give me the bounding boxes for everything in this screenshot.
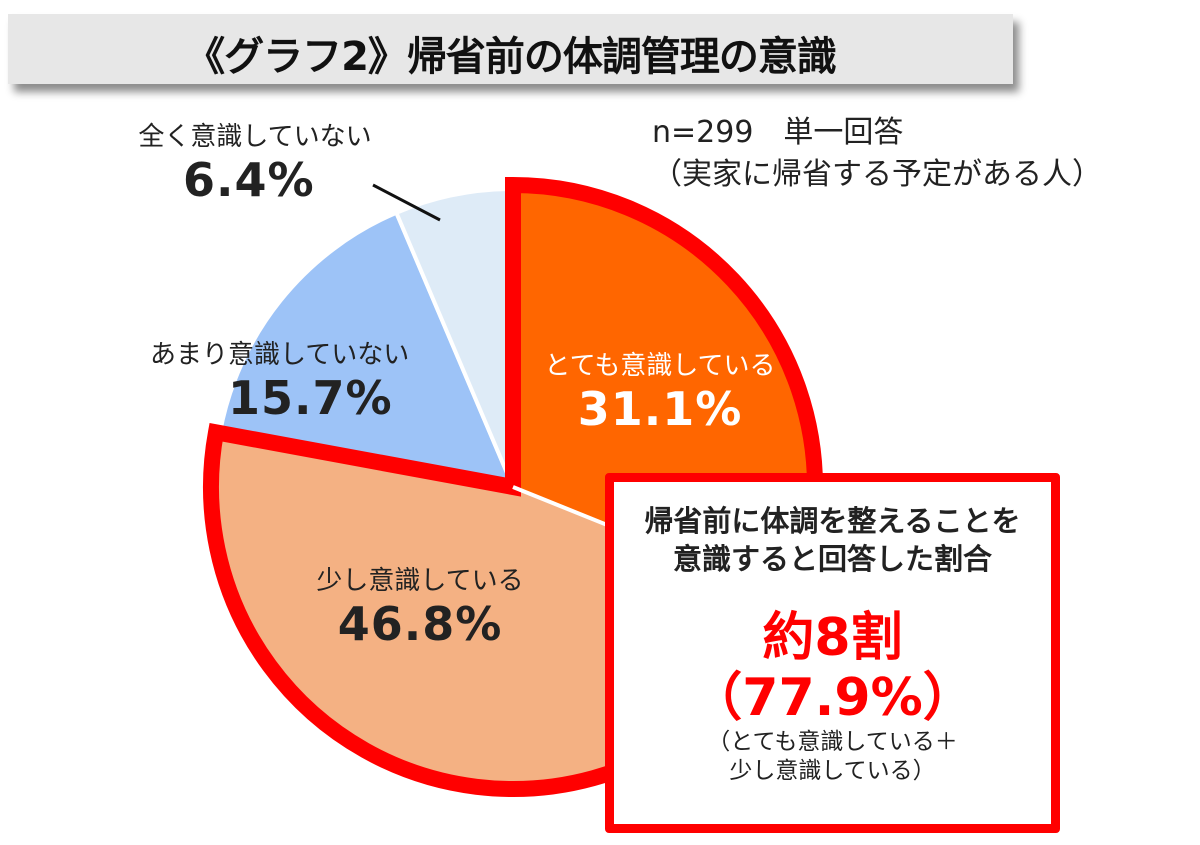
chart-title: 《グラフ2》帰省前の体調管理の意識 — [185, 34, 837, 80]
callout-heading-line: 帰省前に体調を整えることを — [644, 504, 1021, 538]
slice-label-not-at-all: 全く意識していない 6.4% — [105, 116, 405, 207]
slice-value: 15.7% — [228, 371, 393, 425]
sample-size: n=299 単一回答 — [652, 115, 904, 150]
sample-description: （実家に帰省する予定がある人） — [652, 157, 1102, 192]
callout-note-line: （とても意識している＋ — [707, 729, 958, 755]
callout-heading: 帰省前に体調を整えることを 意識すると回答した割合 — [614, 502, 1051, 578]
callout-figure: 約8割 （77.9%） — [614, 608, 1051, 728]
slice-name: とても意識している — [544, 351, 776, 381]
slice-label-somewhat: 少し意識している 46.8% — [275, 560, 565, 651]
title-banner: 《グラフ2》帰省前の体調管理の意識 — [8, 14, 1013, 84]
pie-slice-2 — [217, 210, 517, 490]
slice-name: 全く意識していない — [138, 122, 372, 152]
summary-callout: 帰省前に体調を整えることを 意識すると回答した割合 約8割 （77.9%） （と… — [605, 473, 1060, 833]
callout-note: （とても意識している＋ 少し意識している） — [614, 728, 1051, 786]
slice-label-very: とても意識している 31.1% — [520, 345, 800, 436]
slice-label-not-much: あまり意識していない 15.7% — [150, 334, 460, 425]
callout-approx: 約8割 — [762, 608, 903, 668]
slice-name: あまり意識していない — [150, 340, 410, 370]
callout-heading-line: 意識すると回答した割合 — [672, 542, 992, 576]
callout-percent: （77.9%） — [690, 668, 975, 728]
slice-value: 46.8% — [337, 597, 503, 651]
slice-name: 少し意識している — [316, 566, 524, 596]
slice-value: 31.1% — [577, 382, 743, 436]
leader-line — [372, 183, 441, 222]
slice-value: 6.4% — [183, 153, 315, 207]
sample-note: n=299 単一回答 （実家に帰省する予定がある人） — [652, 112, 1102, 196]
callout-note-line: 少し意識している） — [729, 758, 936, 784]
